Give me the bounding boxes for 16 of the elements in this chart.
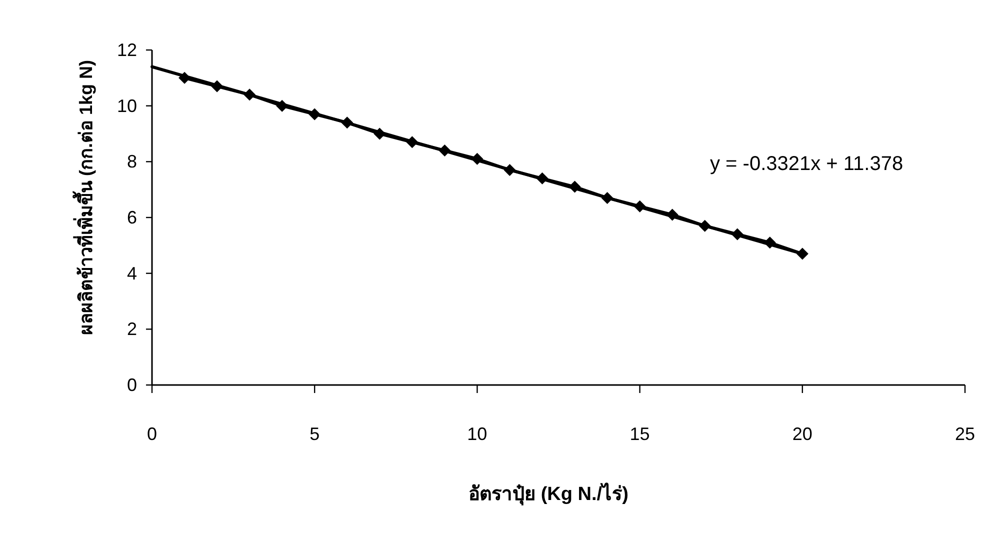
- y-tick-label: 8: [126, 152, 137, 172]
- y-tick-label: 0: [126, 375, 137, 395]
- x-tick-label: 25: [954, 424, 976, 444]
- x-tick-label: 10: [467, 424, 488, 444]
- x-axis-title: อัตราปุ๋ย (Kg N./ไร่): [468, 482, 628, 506]
- y-tick-label: 6: [126, 208, 137, 228]
- annotation: y = -0.3321x + 11.378: [710, 153, 904, 175]
- x-tick-label: 20: [792, 424, 812, 444]
- y-tick-label: 4: [126, 263, 137, 284]
- y-axis-title: ผลผลิตข้าวที่เพิ่มขึ้น (กก.ต่อ 1kg N): [72, 60, 96, 336]
- y-tick-label: 2: [126, 319, 137, 340]
- y-tick-label: 12: [116, 40, 137, 60]
- x-tick-label: 15: [630, 424, 650, 444]
- y-tick-label: 10: [116, 96, 137, 116]
- x-tick-label: 5: [310, 424, 320, 444]
- x-tick-label: 0: [146, 424, 158, 444]
